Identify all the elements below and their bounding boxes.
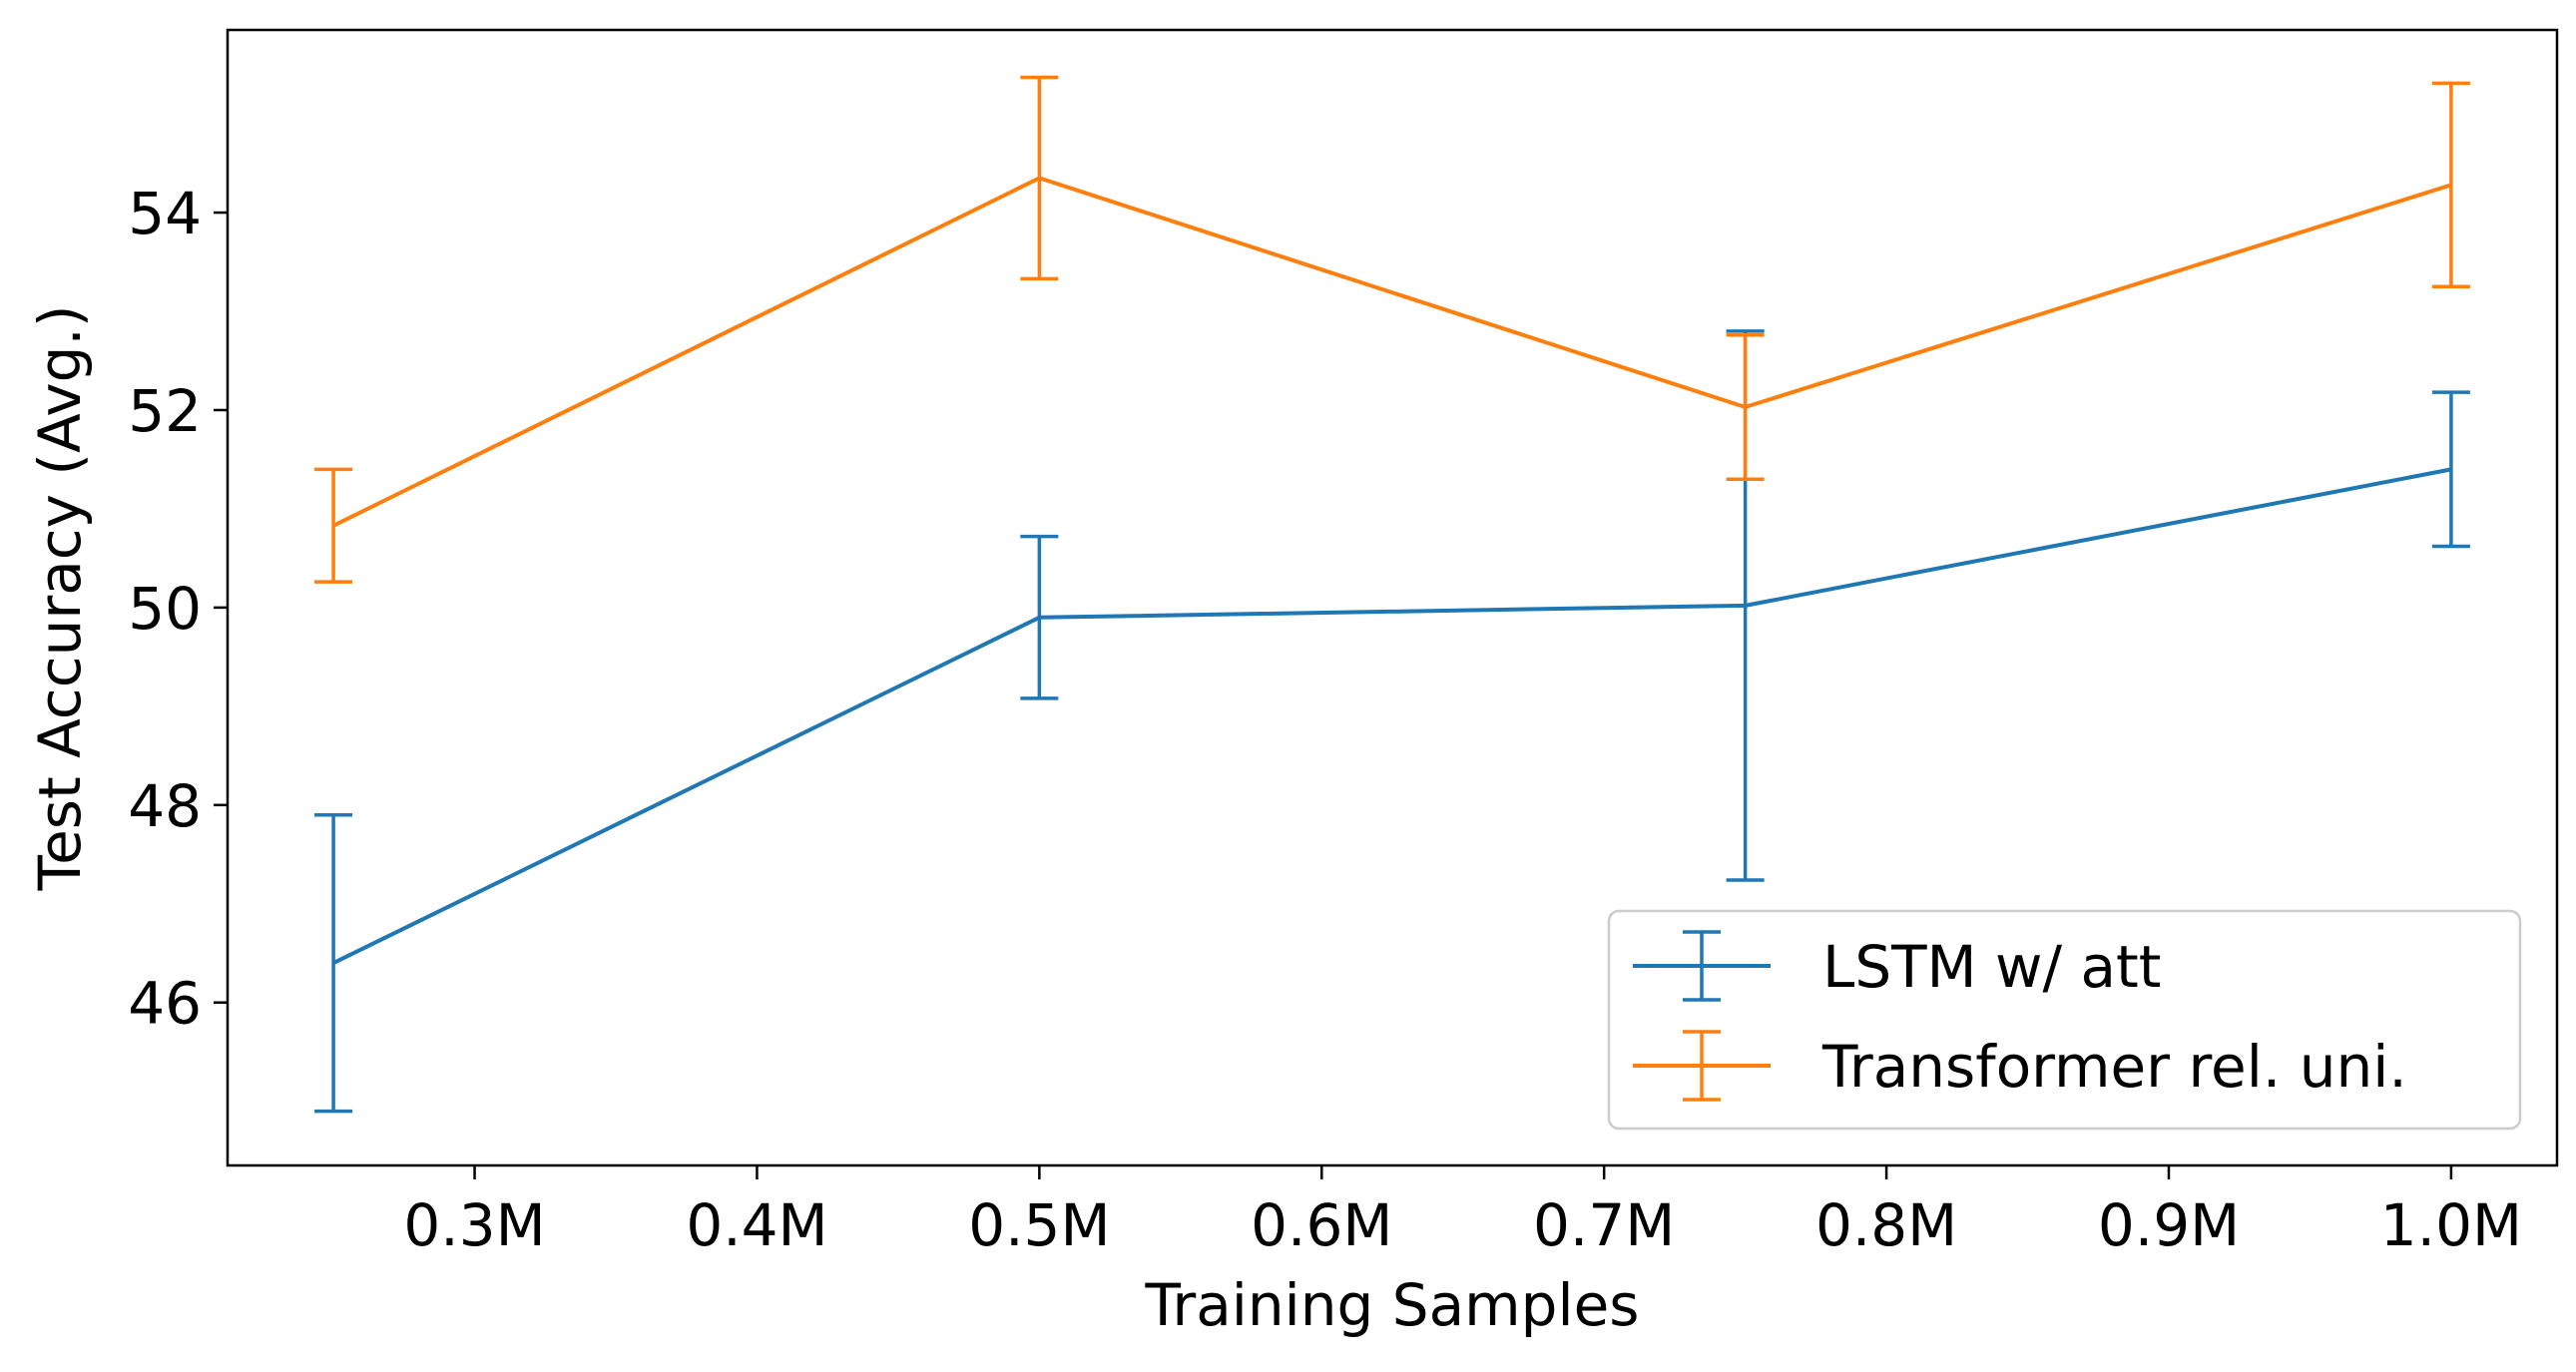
x-tick-label: 0.8M — [1815, 1191, 1957, 1259]
x-tick-label: 0.7M — [1533, 1191, 1675, 1259]
x-tick-label: 0.4M — [686, 1191, 827, 1259]
series-line — [332, 467, 2452, 965]
series-1 — [314, 329, 2470, 1114]
plot-frame — [226, 28, 2559, 1167]
x-tick-label: 0.6M — [1251, 1191, 1392, 1259]
legend-items: LSTM w/ att Transformer rel. uni. — [1633, 930, 2407, 1102]
series-line — [332, 176, 2452, 528]
legend-frame — [1607, 909, 2522, 1131]
y-axis-label: Test Accuracy (Avg.) — [26, 305, 94, 892]
x-axis-label: Training Samples — [1145, 1271, 1640, 1339]
x-tick-label: 1.0M — [2380, 1191, 2522, 1259]
y-tick-label: 48 — [128, 772, 202, 840]
series-2 — [314, 75, 2470, 584]
legend: LSTM w/ att Transformer rel. uni. — [1607, 909, 2522, 1131]
x-axis-ticks: 0.3M 0.4M 0.5M 0.6M 0.7M 0.8M 0.9M 1.0M — [403, 1165, 2522, 1259]
x-tick-label: 0.9M — [2098, 1191, 2240, 1259]
series-layer — [314, 75, 2470, 1114]
x-tick-label: 0.3M — [403, 1191, 545, 1259]
y-tick-label: 46 — [128, 970, 202, 1038]
y-axis-ticks: 46 48 50 52 54 — [128, 180, 228, 1038]
legend-label: LSTM w/ att — [1822, 933, 2161, 1001]
legend-item: Transformer rel. uni. — [1633, 1030, 2407, 1102]
x-tick-label: 0.5M — [968, 1191, 1110, 1259]
legend-label: Transformer rel. uni. — [1821, 1033, 2407, 1101]
y-tick-label: 54 — [128, 180, 202, 247]
legend-item: LSTM w/ att — [1633, 930, 2161, 1002]
y-tick-label: 50 — [128, 575, 202, 643]
y-tick-label: 52 — [128, 377, 202, 445]
